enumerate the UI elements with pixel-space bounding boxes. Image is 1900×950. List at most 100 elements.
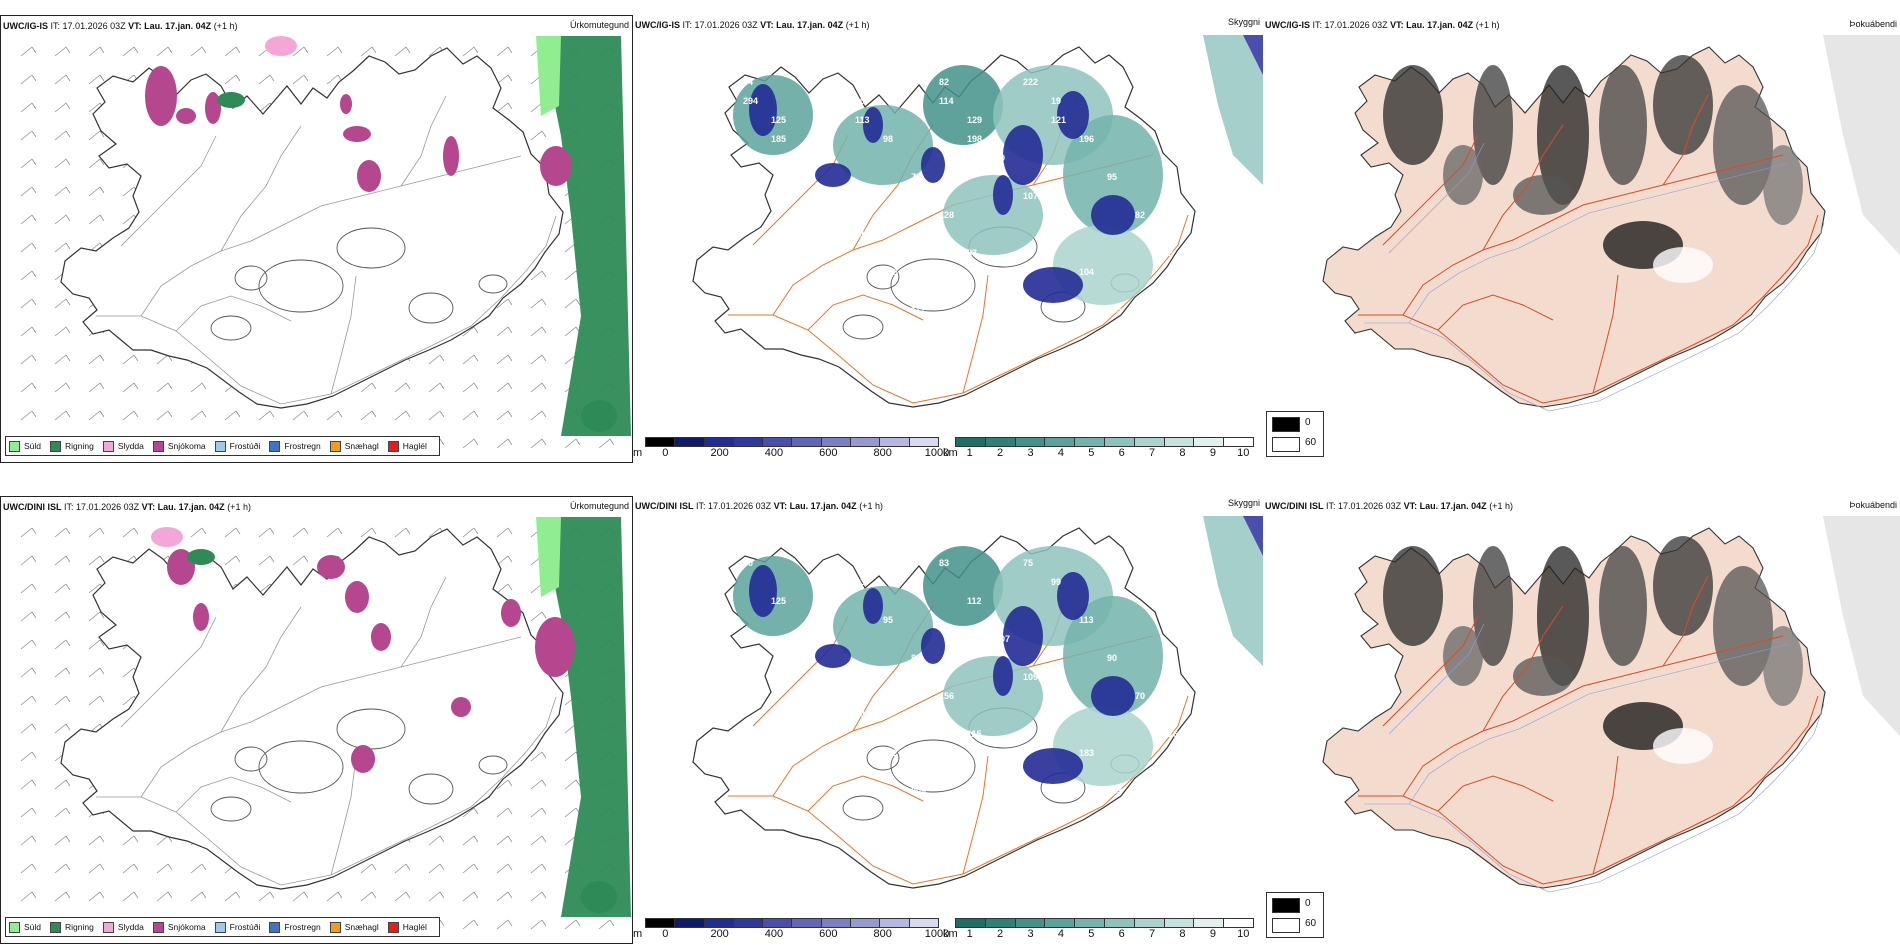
ceiling-value: 113 [1079,615,1094,625]
colorbar-segment [1224,438,1253,446]
colorbar-tick: 200 [710,447,729,459]
colorbar-strip [955,918,1254,928]
colorbar-tick: 4 [1057,447,1064,459]
colorbar-segment [733,438,764,446]
ceiling-value: 140 [771,248,786,258]
ceiling-value: 222 [1023,77,1038,87]
colorbar-tick: 1 [966,928,973,940]
ceiling-value: 91 [855,229,865,239]
colorbar-tick: 800 [873,447,892,459]
ceiling-value: 93 [855,577,865,587]
fog-index-layer [1322,516,1900,893]
colorbar-segment [1075,919,1105,927]
colorbar-segment [675,438,705,446]
legend-item: Slydda [102,440,144,452]
colorbar-segment [1104,919,1135,927]
legend-label: Súld [24,441,42,451]
run-header: UWC/IG-IS IT: 17.01.2026 03Z VT: Lau. 17… [635,20,870,30]
ceiling-colorbar: m 0 200 400 600 800 1000 [633,916,949,944]
ceiling-value: 99 [1051,577,1061,587]
ceiling-value: 107 [1023,191,1038,201]
legend-swatch [50,440,62,452]
colorbar-strip [645,918,939,928]
ceiling-value: 105 [827,672,842,682]
legend-swatch [214,921,226,933]
legend-swatch [152,921,164,933]
fog-legend-label: 0 [1305,417,1311,428]
legend-label: Frostregn [284,922,321,932]
legend-label: Snjókoma [167,922,206,932]
colorbar-segment [909,919,938,927]
colorbar-tick: 3 [1027,447,1034,459]
legend-item: Snjókoma [152,440,206,452]
ceiling-value: 128 [939,210,954,220]
colorbar-tick: 400 [764,447,784,459]
legend-swatch [50,921,62,933]
colorbar-segment [1194,438,1225,446]
ceiling-value: 90 [1135,96,1145,106]
panel-title: Úrkomutegund [569,501,629,511]
colorbar-tick: 5 [1088,928,1095,940]
ceiling-value: 96 [1051,710,1061,720]
fog-index-layer [1322,35,1900,412]
colorbar-tick: 5 [1088,447,1095,459]
colorbar-tick: 0 [662,447,669,459]
colorbar-segment [880,919,910,927]
fog-legend-label: 60 [1305,437,1317,448]
colorbar-segment [1015,438,1046,446]
legend-label: Snjókoma [167,441,206,451]
visibility-layer: 80 83 68 93 99 125 112 113 95 113 72 107 97 88 90 105 10… [733,516,1263,796]
ceiling-value: 112 [967,596,982,606]
legend-item: Frostregn [269,921,321,933]
run-header: UWC/IG-IS IT: 17.01.2026 03Z VT: Lau. 17… [1265,20,1500,30]
colorbar-segment [646,438,676,446]
ceiling-value: 209 [911,786,926,796]
ceiling-value: 133 [1107,786,1122,796]
legend-item: Snæhagl [329,921,379,933]
legend-item: Haglél [387,440,427,452]
ceiling-value: 208 [799,286,814,296]
colorbar-segment [1134,438,1165,446]
legend-label: Frostúði [229,922,261,932]
ceiling-value: 109 [1023,672,1038,682]
fog-legend: 0 60 [1266,411,1324,457]
fog-legend-swatch [1272,918,1300,933]
colorbar-tick: 9 [1209,928,1216,940]
legend-label: Súld [24,922,42,932]
ceiling-value: 148 [995,286,1010,296]
ceiling-value: 156 [939,691,954,701]
ceiling-value: 143 [827,77,842,87]
ceiling-value: 72 [799,634,809,644]
ceiling-value: 79 [1191,153,1201,163]
ceiling-value: 294 [743,96,758,106]
colorbar-segment [1045,438,1076,446]
panel-title: Þokuábendi [1849,19,1897,29]
ceiling-value: 19 [1051,96,1061,106]
ceiling-value: 106 [743,691,758,701]
colorbar-segment [675,919,705,927]
colorbar-tick: 4 [1057,928,1064,940]
legend-swatch [102,921,114,933]
legend-label: Haglél [402,441,427,451]
ceiling-value: 216 [1163,729,1178,739]
legend-label: Haglél [402,922,427,932]
colorbar-tick: 6 [1118,447,1125,459]
colorbar-segment [985,919,1016,927]
colorbar-tick: 8 [1179,447,1186,459]
colorbar-tick: 1000 [924,447,950,459]
fog-legend-swatch [1272,898,1300,913]
precipitation-layer [145,36,631,436]
colorbar-segment [792,438,822,446]
legend-swatch [387,440,399,452]
colorbar-tick: 7 [1149,928,1156,940]
run-header: UWC/DINI ISL IT: 17.01.2026 03Z VT: Lau.… [1265,501,1513,511]
colorbar-strip [645,437,939,447]
colorbar-tick: 1000 [924,928,950,940]
ceiling-value: 121 [1051,115,1066,125]
legend-item: Haglél [387,921,427,933]
ceiling-value: 113 [855,115,870,125]
ceiling-value: 90 [1107,653,1117,663]
colorbar-segment [1075,438,1105,446]
legend-swatch [329,440,341,452]
ceiling-value: 80 [995,153,1005,163]
